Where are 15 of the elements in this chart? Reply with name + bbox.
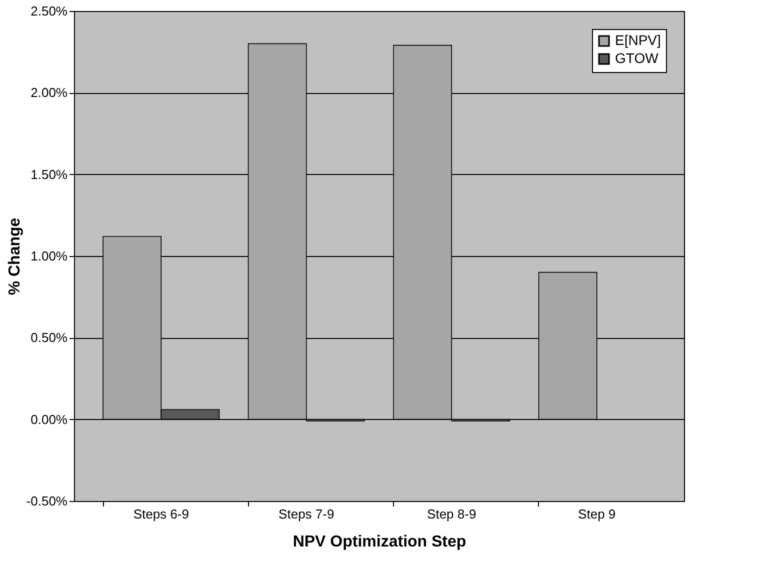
y-axis-title: % Change [6, 218, 24, 296]
x-tick-label: Step 8-9 [427, 506, 476, 522]
x-tick-label: Step 9 [578, 506, 616, 522]
x-tick-label: Steps 6-9 [133, 506, 189, 522]
y-tick-label: 1.50% [30, 166, 68, 182]
y-tick-label: 1.00% [30, 248, 68, 264]
x-axis-title: NPV Optimization Step [292, 534, 466, 550]
legend-label: GTOW [615, 50, 660, 66]
y-tick-label: 0.50% [30, 330, 68, 346]
y-tick-label: 2.00% [30, 85, 68, 100]
y-tick-label: 2.50% [30, 4, 68, 18]
y-tick-label: 0.00% [30, 412, 68, 427]
legend-label: E[NPV] [615, 32, 661, 48]
y-tick-label: -0.50% [26, 494, 68, 508]
x-tick-label: Steps 7-9 [278, 506, 334, 522]
